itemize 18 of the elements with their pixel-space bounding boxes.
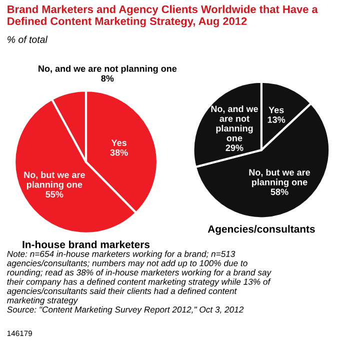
chart-title: Brand Marketers and Agency Clients Worldwide that Have a Defined Content Marketing Strategy, Aug 2012 (8, 5, 318, 28)
data-label: 55% (46, 191, 64, 198)
data-label: 29% (226, 144, 244, 152)
chart-subtitle: % of total (8, 36, 48, 43)
text: Note: n=654 in-house marketers working for a brand; n=513 agencies/consultants; numbers may not add up to 100% due to rounding; read as 38% of in-house marketers working for a brand say their company has a defined content marketing strategy while 13% of agencies/consultants said their clients had a defined content marketing strategy (7, 250, 272, 306)
data-label: 13% (268, 116, 286, 123)
data-label: 38% (110, 149, 128, 156)
slice-label: No, and we are not planning one (211, 105, 258, 142)
slice-label: No, but we are planning one (24, 171, 85, 190)
data-label: 8% (101, 75, 114, 82)
data-label: 58% (270, 188, 288, 196)
text: In-house brand marketers (22, 240, 150, 248)
slice-label: No, but we are planning one (249, 168, 310, 188)
slice-label: No, and we are not planning one (38, 65, 177, 74)
slice-label: Yes (111, 140, 126, 146)
text: Agencies/consultants (208, 225, 315, 235)
source-note: Source: "Content Marketing Survey Report 2012," Oct 3, 2012 (7, 306, 244, 314)
slice-label: Yes (268, 106, 284, 114)
